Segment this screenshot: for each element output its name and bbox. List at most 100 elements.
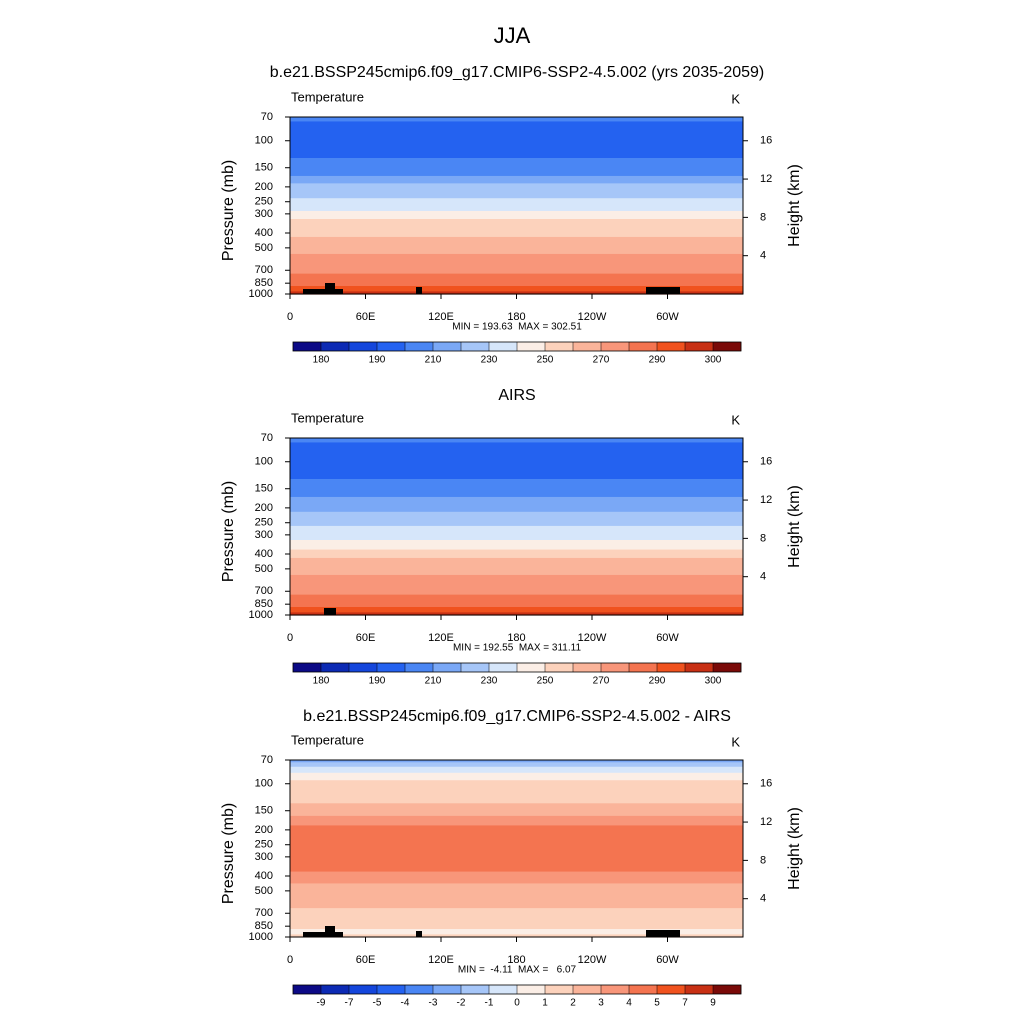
y2-tick-label: 12 (760, 173, 772, 185)
colorbar-tick-label: 210 (425, 355, 442, 366)
contour-band (290, 760, 743, 763)
colorbar-box (545, 663, 574, 672)
y2-tick-label: 12 (760, 494, 772, 506)
contour-band (290, 438, 743, 444)
x-tick-label: 60W (656, 632, 679, 644)
variable-label: Temperature (291, 732, 364, 747)
contour-band (290, 121, 743, 131)
colorbar-box (517, 985, 546, 994)
colorbar-tick-label: -5 (373, 998, 382, 1009)
colorbar-box (461, 663, 490, 672)
colorbar-box (713, 342, 742, 351)
y-tick-label: 700 (255, 907, 273, 919)
contour-band (290, 117, 743, 123)
y-tick-label: 1000 (249, 931, 273, 943)
contour-band (290, 594, 743, 602)
contour-band (290, 883, 743, 898)
colorbar-box (657, 985, 686, 994)
contour-band (290, 204, 743, 212)
y-tick-label: 500 (255, 563, 273, 575)
x-tick-label: 0 (287, 311, 293, 323)
y-tick-label: 1000 (249, 609, 273, 621)
x-tick-label: 120E (428, 954, 454, 966)
colorbar-tick-label: 5 (654, 998, 660, 1009)
panel: b.e21.BSSP245cmip6.f09_g17.CMIP6-SSP2-4.… (220, 64, 803, 365)
y-tick-label: 700 (255, 264, 273, 276)
contour-band (290, 210, 743, 220)
colorbar-box (657, 663, 686, 672)
colorbar-tick-label: 210 (425, 676, 442, 687)
contour-band (290, 606, 743, 614)
colorbar-box (545, 985, 574, 994)
y-tick-label: 150 (255, 162, 273, 174)
variable-label: Temperature (291, 89, 364, 104)
y-tick-label: 850 (255, 277, 273, 289)
units-label: K (731, 412, 740, 427)
colorbar-tick-label: 7 (682, 998, 688, 1009)
colorbar-box (545, 342, 574, 351)
contour-band (290, 479, 743, 490)
y-tick-label: 250 (255, 517, 273, 529)
contour-band (290, 218, 743, 230)
y-tick-label: 400 (255, 227, 273, 239)
colorbar-box (685, 985, 714, 994)
contour-band (290, 146, 743, 159)
colorbar-box (601, 985, 630, 994)
colorbar-tick-label: -7 (345, 998, 354, 1009)
colorbar-box (377, 985, 406, 994)
contour-band (290, 586, 743, 596)
colorbar-box (349, 663, 378, 672)
colorbar-box (573, 342, 602, 351)
contour-band (290, 285, 743, 293)
y-axis-label: Pressure (mb) (220, 481, 237, 582)
y2-tick-label: 4 (760, 893, 766, 905)
x-tick-label: 0 (287, 954, 293, 966)
x-tick-label: 0 (287, 632, 293, 644)
colorbar-box (405, 663, 434, 672)
colorbar-tick-label: 1 (542, 998, 548, 1009)
colorbar-tick-label: -9 (317, 998, 326, 1009)
colorbar-box (293, 985, 322, 994)
colorbar-box (489, 985, 518, 994)
y-tick-label: 700 (255, 585, 273, 597)
variable-label: Temperature (291, 410, 364, 425)
y-tick-label: 70 (261, 111, 273, 123)
min-max-stats: MIN = 193.63 MAX = 302.51 (452, 322, 582, 333)
contour-band (290, 280, 743, 287)
colorbar-box (629, 663, 658, 672)
panel-title: b.e21.BSSP245cmip6.f09_g17.CMIP6-SSP2-4.… (303, 708, 731, 725)
colorbar-box (405, 985, 434, 994)
contour-band (290, 519, 743, 527)
y2-axis-label: Height (km) (786, 485, 803, 568)
x-tick-label: 180 (507, 311, 525, 323)
x-tick-label: 120E (428, 632, 454, 644)
contour-band (290, 861, 743, 873)
y-tick-label: 400 (255, 548, 273, 560)
contour-band (290, 450, 743, 459)
colorbar-box (601, 663, 630, 672)
x-tick-label: 120W (578, 954, 607, 966)
topography (416, 931, 422, 937)
contour-band (290, 273, 743, 281)
x-tick-label: 120W (578, 311, 607, 323)
colorbar-box (573, 663, 602, 672)
panel-title: AIRS (498, 387, 535, 404)
y-tick-label: 200 (255, 181, 273, 193)
colorbar-box (601, 342, 630, 351)
contour-band (290, 780, 743, 791)
colorbar-tick-label: 300 (705, 676, 722, 687)
y-tick-label: 300 (255, 851, 273, 863)
y2-tick-label: 4 (760, 571, 766, 583)
y2-axis-label: Height (km) (786, 164, 803, 247)
contour-band (290, 511, 743, 520)
contour-band (290, 557, 743, 566)
units-label: K (731, 91, 740, 106)
colorbar-box (713, 985, 742, 994)
y-tick-label: 250 (255, 196, 273, 208)
colorbar-box (685, 663, 714, 672)
contour-band (290, 175, 743, 184)
x-tick-label: 180 (507, 632, 525, 644)
colorbar-box (405, 342, 434, 351)
